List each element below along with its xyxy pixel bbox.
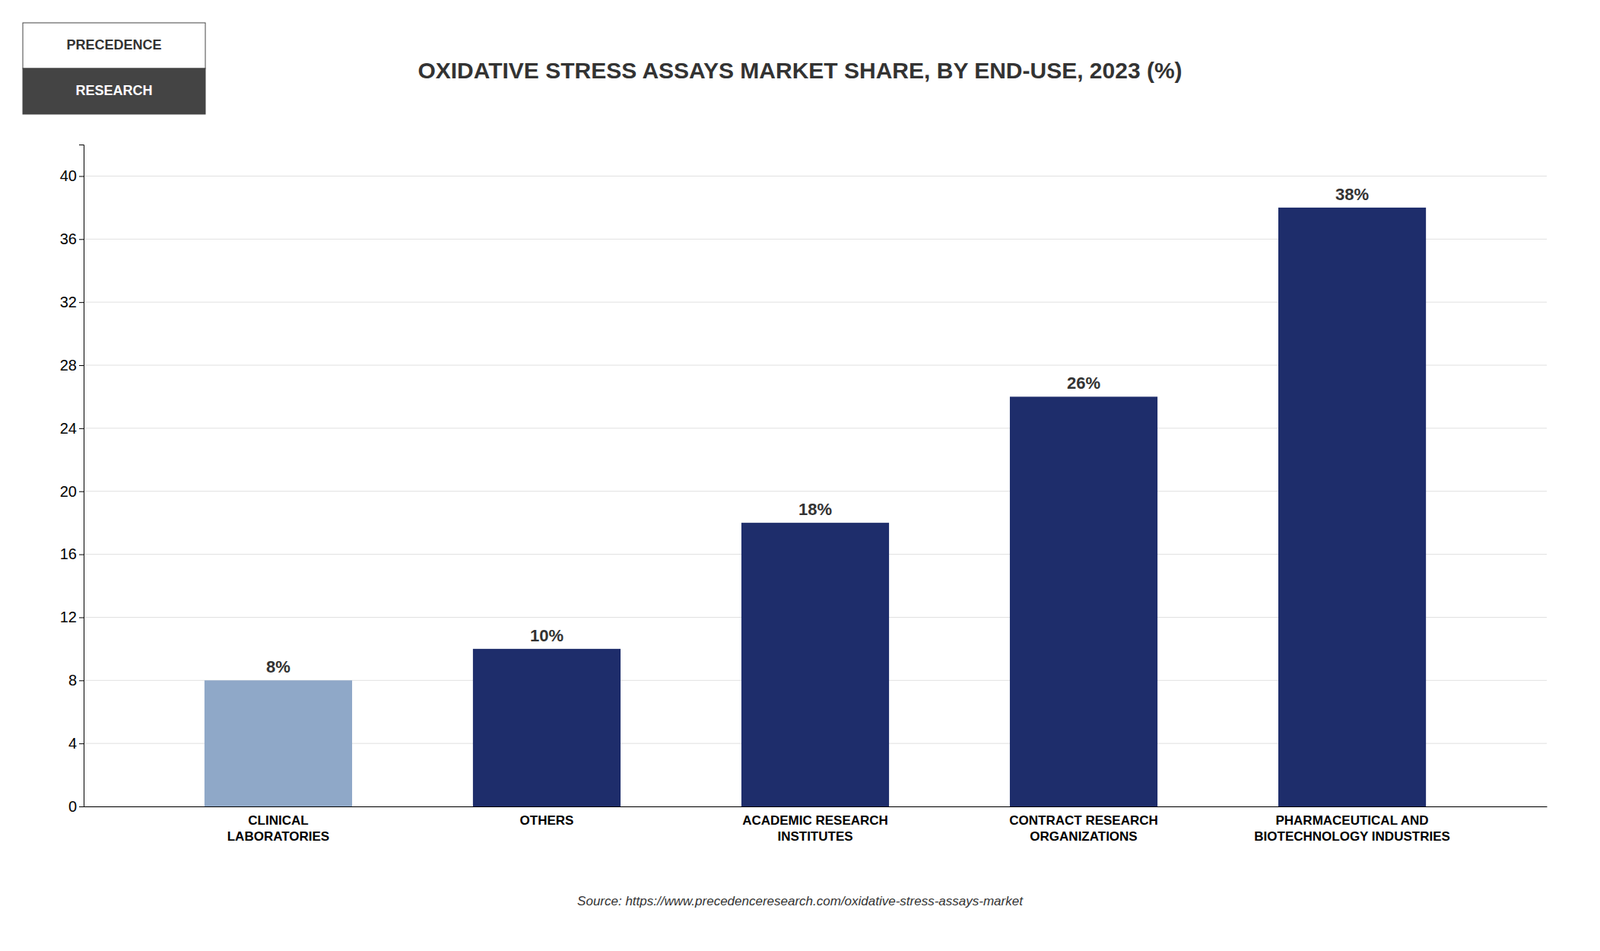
y-tick-mark	[79, 742, 84, 744]
y-axis-line	[79, 145, 85, 807]
x-tick-label-line: ACADEMIC RESEARCH	[742, 812, 889, 828]
y-tick-mark	[79, 301, 84, 303]
y-tick-label: 40	[60, 167, 77, 185]
x-tick-label: CLINICALLABORATORIES	[227, 812, 330, 843]
data-label: 18%	[798, 499, 832, 519]
plot: 8% 10% 18% 26% 38% 0 4 8 12 16 20 24 28 32 36 40 CLINICA…	[60, 145, 1548, 844]
logo-text: RESEARCH	[75, 82, 153, 99]
logo-bottom	[22, 68, 206, 115]
x-tick-label-line: CONTRACT RESEARCH	[1009, 812, 1159, 828]
x-tick-label: ACADEMIC RESEARCHINSTITUTES	[742, 812, 889, 843]
y-tick-mark	[79, 679, 84, 681]
data-label: 26%	[1066, 373, 1101, 393]
x-tick: ACADEMIC RESEARCHINSTITUTES	[742, 812, 889, 843]
bar	[1278, 207, 1426, 807]
y-tick-mark	[79, 554, 84, 556]
y-tick-label: 0	[68, 797, 77, 815]
y-tick-mark	[79, 428, 84, 429]
title: OXIDATIVE STRESS ASSAYS MARKET SHARE, BY…	[417, 57, 1182, 83]
bars	[204, 207, 1426, 807]
y-tick-label: 16	[60, 545, 77, 562]
x-tick-label-line: INSTITUTES	[777, 828, 853, 844]
y-tick: 12	[60, 608, 84, 626]
x-tick-label-line: ORGANIZATIONS	[1029, 828, 1137, 844]
y-tick-label: 12	[60, 608, 77, 626]
y-tick-label: 24	[60, 419, 77, 437]
y-tick-mark	[79, 491, 84, 493]
x-tick-label: PHARMACEUTICAL ANDBIOTECHNOLOGY INDUSTRI…	[1253, 812, 1451, 843]
x-tick-label-line: BIOTECHNOLOGY INDUSTRIES	[1253, 828, 1451, 844]
logo: PRECEDENCE RESEARCH	[22, 22, 206, 115]
x-axis-line	[84, 806, 1548, 807]
x-tick-label-line: LABORATORIES	[227, 828, 330, 844]
x-axis: CLINICALLABORATORIES OTHERS ACADEMIC RESEA…	[84, 806, 1548, 844]
x-tick-label: CONTRACT RESEARCHORGANIZATIONS	[1009, 812, 1159, 843]
y-tick-mark	[79, 365, 84, 366]
y-tick-label: 32	[60, 293, 77, 311]
x-tick: CONTRACT RESEARCHORGANIZATIONS	[1009, 812, 1159, 843]
chart-svg: OXIDATIVE STRESS ASSAYS MARKET SHARE, BY…	[0, 0, 1600, 951]
data-label: 38%	[1335, 184, 1369, 204]
y-tick-label: 4	[68, 734, 77, 752]
x-tick: OTHERS	[520, 812, 575, 828]
y-tick-mark	[79, 616, 84, 618]
y-tick-label: 36	[60, 230, 77, 248]
source: Source: https://www.precedenceresearch.c…	[577, 893, 1024, 908]
x-tick: PHARMACEUTICAL ANDBIOTECHNOLOGY INDUSTRI…	[1253, 812, 1451, 843]
y-tick-mark	[79, 175, 84, 177]
y-tick-label: 28	[60, 356, 77, 374]
y-tick: 36	[60, 230, 84, 248]
y-tick: 8	[68, 671, 84, 689]
data-label: 8%	[266, 657, 291, 677]
bar	[1009, 396, 1158, 807]
data-label: 10%	[530, 625, 564, 645]
y-tick-label: 20	[60, 482, 77, 500]
x-tick: CLINICALLABORATORIES	[227, 812, 330, 843]
x-tick-label-line: OTHERS	[520, 812, 575, 828]
x-tick-label: OTHERS	[520, 812, 575, 828]
y-tick-mark	[79, 806, 84, 807]
grid	[83, 175, 1547, 807]
y-axis: 0 4 8 12 16 20 24 28 32 36 40	[60, 145, 85, 815]
x-tick-label-line: PHARMACEUTICAL AND	[1275, 812, 1429, 828]
x-tick-label-line: CLINICAL	[247, 812, 308, 828]
y-tick: 20	[60, 482, 84, 500]
grid-line	[83, 175, 1547, 177]
logo-text: PRECEDENCE	[66, 37, 162, 53]
data-labels: 8% 10% 18% 26% 38%	[266, 184, 1369, 677]
y-tick: 32	[60, 293, 84, 311]
y-tick: 0	[68, 797, 84, 815]
y-tick-mark	[79, 238, 84, 240]
y-tick: 16	[60, 545, 84, 562]
y-tick: 4	[68, 734, 84, 752]
logo-top	[22, 22, 206, 69]
bar	[204, 679, 353, 807]
bar	[741, 522, 889, 807]
bar	[473, 648, 621, 807]
y-tick: 28	[60, 356, 84, 374]
y-tick: 24	[60, 419, 84, 437]
y-tick: 40	[60, 167, 84, 185]
y-tick-label: 8	[68, 671, 77, 689]
